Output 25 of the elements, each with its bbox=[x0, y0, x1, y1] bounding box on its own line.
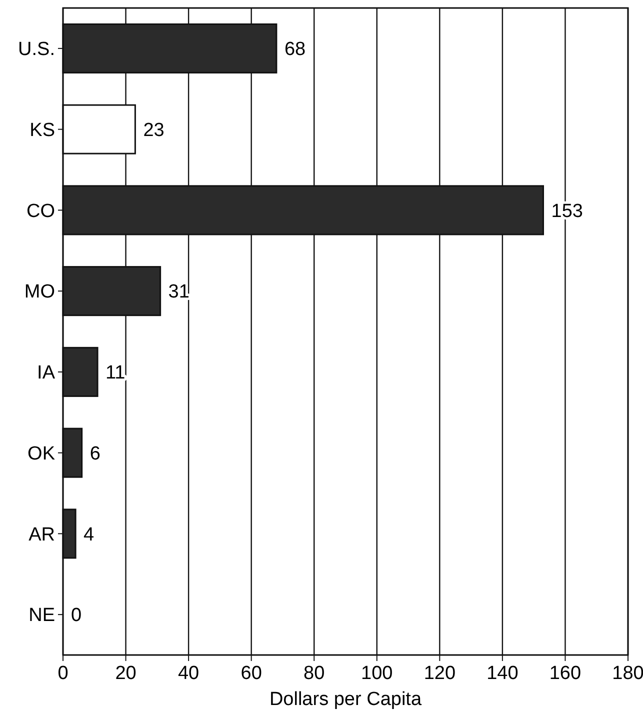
x-tick-label: 140 bbox=[486, 663, 518, 684]
y-tick-label: U.S. bbox=[18, 39, 55, 60]
y-tick-label: KS bbox=[30, 120, 55, 141]
y-tick-label: OK bbox=[28, 443, 56, 464]
x-tick-label: 60 bbox=[240, 663, 262, 684]
y-tick-label: AR bbox=[28, 524, 55, 546]
data-label: 4 bbox=[84, 524, 95, 546]
x-tick-label: 20 bbox=[115, 663, 136, 684]
y-tick-label: MO bbox=[24, 282, 55, 303]
x-tick-label: 40 bbox=[178, 663, 200, 684]
x-axis-title: Dollars per Capita bbox=[269, 689, 422, 710]
data-label: 68 bbox=[284, 39, 306, 60]
x-tick-label: 180 bbox=[612, 663, 643, 684]
data-label: 23 bbox=[143, 120, 164, 141]
y-tick-label: NE bbox=[28, 605, 55, 626]
data-label: 6 bbox=[90, 443, 100, 464]
data-label: 11 bbox=[106, 362, 126, 384]
x-tick-label: 160 bbox=[549, 663, 582, 684]
y-tick-label: CO bbox=[26, 200, 55, 222]
x-tick-label: 80 bbox=[304, 663, 325, 684]
y-tick-label: IA bbox=[37, 362, 56, 384]
x-tick-label: 0 bbox=[58, 663, 68, 684]
data-label: 0 bbox=[71, 605, 82, 626]
x-tick-label: 100 bbox=[361, 663, 393, 684]
x-tick-label: 120 bbox=[424, 663, 456, 684]
